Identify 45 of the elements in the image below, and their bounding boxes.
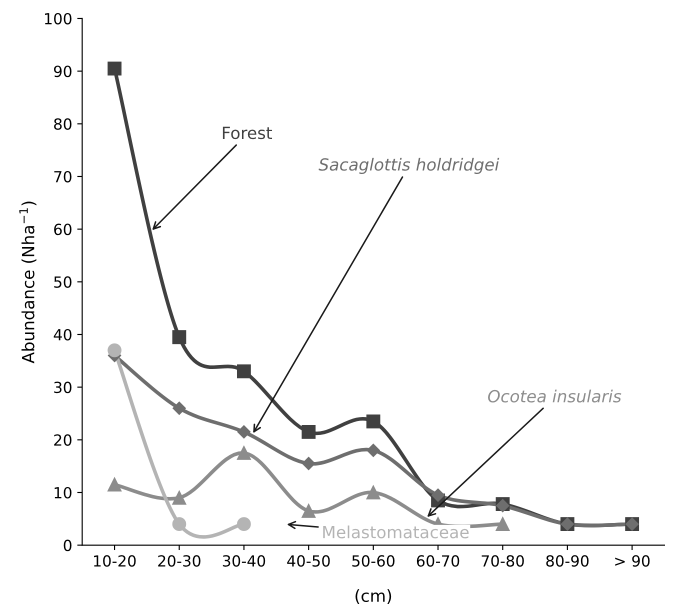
point — [236, 446, 251, 460]
x-tick-label: 60-70 — [416, 555, 460, 567]
x-tick-label: 40-50 — [287, 555, 330, 567]
text: Ocotea insularis — [488, 390, 622, 403]
y-tick-label: 80 — [54, 118, 72, 130]
text: Sacaglottis holdridgei — [318, 158, 500, 174]
x-tick-label: 50-60 — [352, 555, 395, 567]
x-axis-title: (cm) — [356, 589, 392, 604]
y-tick-label: 0 — [64, 540, 72, 552]
point — [366, 444, 380, 457]
x-tick-label: > 90 — [615, 555, 650, 567]
point — [172, 490, 186, 505]
point — [237, 425, 251, 439]
y-tick-label: 70 — [54, 170, 72, 183]
x-tick-label: 70-80 — [482, 555, 524, 567]
x-tick-label: 80-90 — [546, 555, 589, 567]
y-tick-label: 90 — [54, 66, 72, 78]
point — [108, 62, 122, 76]
point — [366, 486, 380, 500]
point — [172, 517, 186, 532]
point — [236, 517, 251, 532]
y-axis-title: Abundance (Nha$^{−1}$) — [19, 202, 36, 364]
point — [431, 488, 445, 502]
y-tick-label: 10 — [54, 486, 72, 499]
y-tick-label: 100 — [44, 12, 72, 24]
x-tick-label: 20-30 — [158, 555, 200, 567]
point — [172, 330, 186, 344]
x-tick-label: 30-40 — [222, 555, 266, 567]
point — [236, 364, 251, 378]
x-tick-label: 10-20 — [94, 555, 136, 567]
point — [366, 414, 380, 428]
y-tick-label: 60 — [54, 224, 72, 236]
point — [496, 517, 510, 532]
point — [302, 504, 316, 518]
point — [302, 456, 316, 470]
y-tick-label: 20 — [54, 434, 72, 446]
y-tick-label: 30 — [54, 382, 72, 394]
text: Forest — [222, 126, 272, 140]
point — [302, 424, 316, 439]
text: Melastomataceae — [323, 526, 469, 538]
point — [108, 478, 122, 492]
y-tick-label: 40 — [54, 328, 72, 341]
y-tick-label: 50 — [54, 276, 72, 288]
point — [108, 343, 122, 358]
point — [172, 402, 186, 415]
